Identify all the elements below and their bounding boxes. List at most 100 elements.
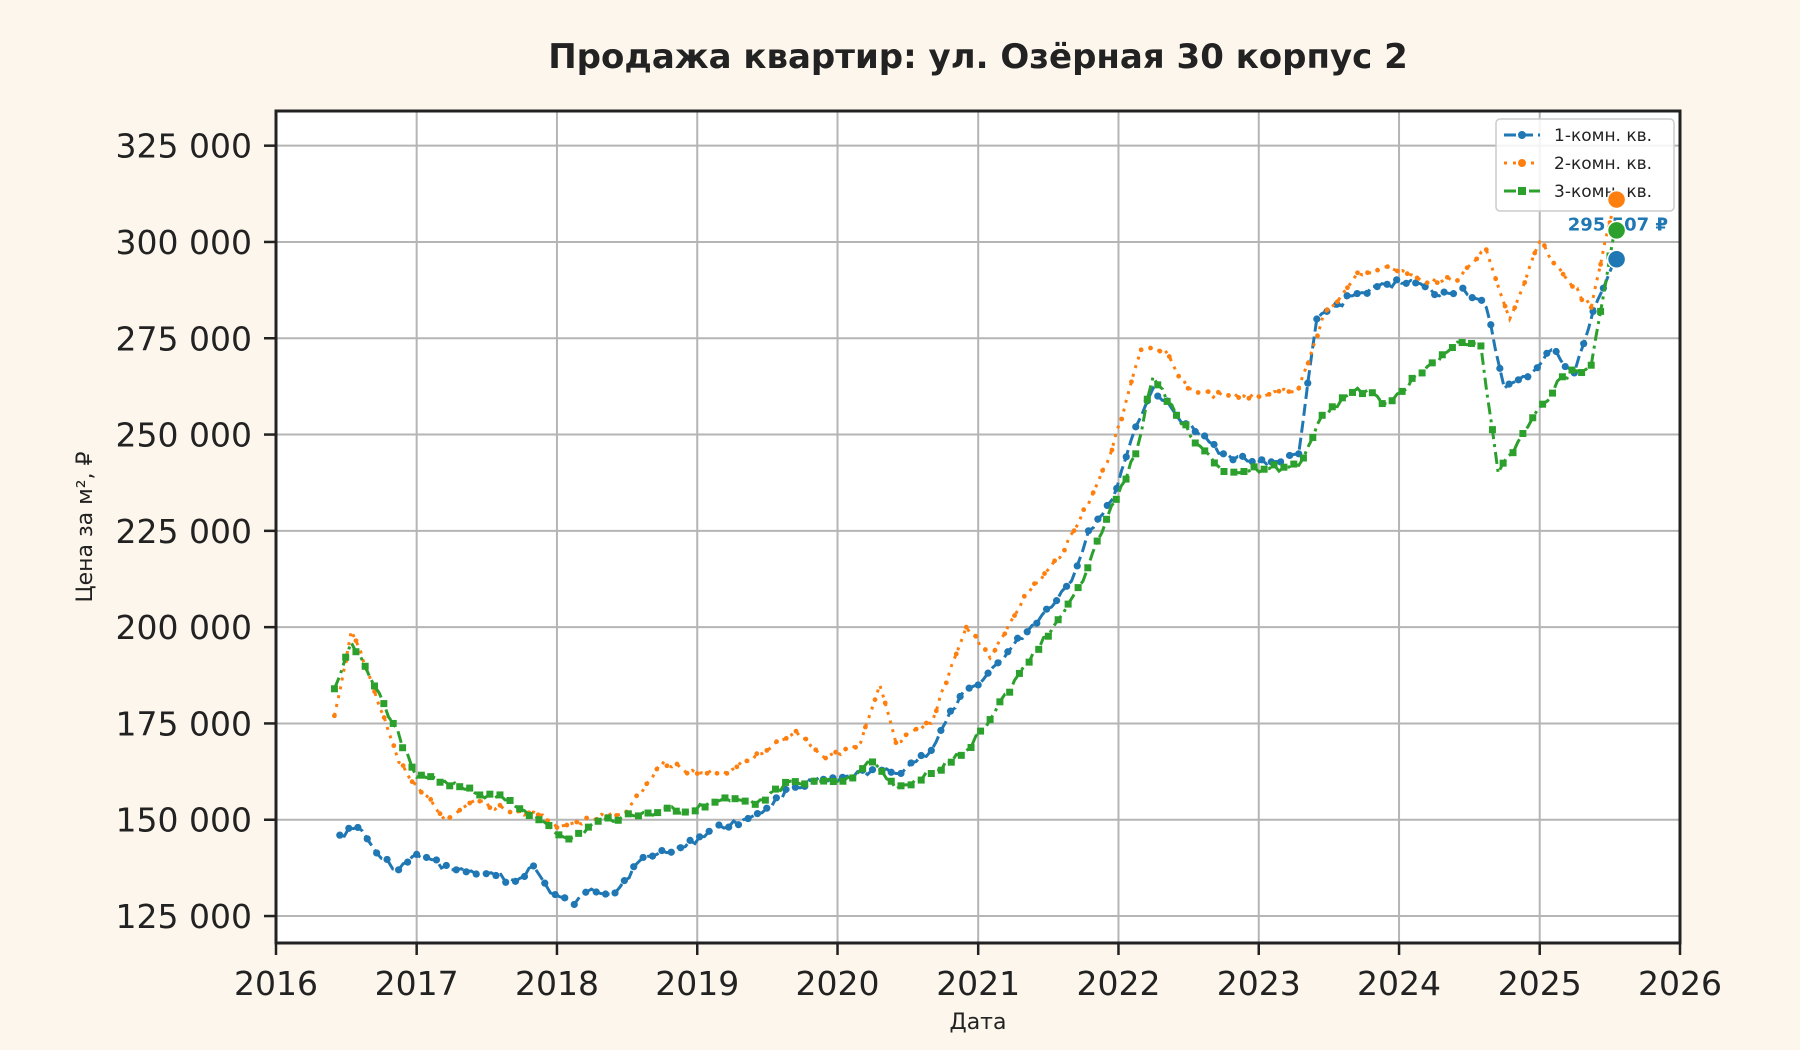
series-marker	[1488, 426, 1496, 434]
series-marker	[1313, 315, 1321, 323]
series-marker	[1363, 289, 1371, 297]
series-marker	[486, 790, 494, 798]
series-marker	[1173, 411, 1181, 419]
series-marker	[1084, 564, 1092, 572]
series-marker	[1348, 388, 1356, 396]
series-marker	[1524, 373, 1532, 381]
series-marker	[1191, 427, 1199, 436]
series-marker	[436, 778, 444, 786]
series-marker	[734, 764, 740, 770]
series-marker	[764, 748, 770, 753]
series-marker	[897, 769, 905, 778]
series-marker	[639, 853, 647, 862]
series-marker	[506, 796, 514, 804]
series-marker	[1201, 447, 1209, 455]
series-marker	[1286, 451, 1294, 460]
series-marker	[466, 784, 474, 792]
series-marker	[674, 761, 680, 767]
series-marker	[984, 669, 992, 677]
series-marker	[1074, 584, 1082, 592]
series-marker	[1580, 340, 1588, 348]
series-marker	[667, 848, 675, 856]
series-marker	[1418, 369, 1426, 377]
endpoint-markers: 295 507 ₽	[1568, 189, 1668, 270]
series-marker	[1021, 593, 1027, 599]
x-axis-label: Дата	[950, 1010, 1007, 1035]
series-marker	[529, 862, 538, 870]
series-marker	[1383, 280, 1391, 288]
series-marker	[751, 800, 759, 808]
series-marker	[761, 796, 769, 804]
legend-marker	[1518, 131, 1526, 139]
series-marker	[803, 736, 809, 742]
series-marker	[1539, 400, 1547, 408]
series-marker	[507, 809, 513, 815]
series-marker	[1148, 345, 1153, 351]
series-marker	[1052, 597, 1061, 605]
series-marker	[1266, 391, 1272, 397]
series-marker	[868, 766, 877, 774]
series-marker	[721, 794, 729, 802]
series-marker	[496, 791, 504, 799]
series-marker	[477, 798, 483, 804]
series-marker	[1220, 468, 1228, 476]
series-marker	[624, 810, 632, 818]
y-axis-label: Цена за м², ₽	[73, 451, 98, 602]
series-marker	[535, 816, 543, 824]
x-tick-label: 2022	[1076, 964, 1160, 1003]
series-marker	[754, 751, 760, 757]
series-marker	[487, 805, 493, 811]
series-marker	[492, 871, 500, 880]
series-marker	[1062, 547, 1067, 553]
series-marker	[1154, 381, 1162, 389]
legend-marker	[1518, 187, 1526, 195]
series-layer	[330, 199, 1619, 909]
series-marker	[1541, 243, 1547, 248]
y-tick-label: 325 000	[116, 127, 252, 166]
series-marker	[336, 831, 344, 839]
series-marker	[977, 727, 985, 735]
series-marker	[1448, 344, 1456, 352]
series-marker	[1455, 278, 1460, 283]
x-tick-label: 2016	[234, 964, 318, 1003]
series-marker	[1487, 321, 1495, 329]
series-marker	[1558, 373, 1566, 381]
series-marker	[1431, 290, 1439, 299]
series-marker	[953, 651, 959, 657]
series-marker	[744, 814, 752, 823]
series-marker	[614, 816, 622, 824]
series-marker	[1318, 411, 1326, 419]
series-marker	[584, 823, 592, 831]
series-marker	[353, 638, 359, 644]
series-marker	[882, 700, 888, 706]
series-marker	[1428, 359, 1436, 367]
series-marker	[1493, 276, 1499, 282]
series-marker	[1185, 385, 1191, 391]
series-marker	[1424, 280, 1430, 286]
series-marker	[771, 785, 779, 793]
series-marker	[1368, 389, 1376, 397]
series-marker	[1240, 467, 1248, 475]
series-marker	[681, 808, 689, 816]
series-marker	[584, 815, 590, 821]
y-tick-label: 300 000	[116, 223, 252, 262]
series-marker	[611, 889, 619, 897]
series-marker	[774, 739, 779, 745]
series-marker	[1560, 271, 1566, 277]
series-marker	[1519, 430, 1527, 438]
x-tick-label: 2018	[515, 964, 599, 1003]
series-marker	[996, 698, 1004, 706]
series-marker	[1163, 397, 1171, 405]
series-marker	[711, 798, 719, 806]
series-marker	[551, 890, 559, 899]
series-marker	[1210, 440, 1218, 449]
series-marker	[1502, 303, 1508, 309]
series-marker	[462, 868, 470, 876]
series-marker	[1324, 307, 1330, 313]
series-marker	[853, 744, 858, 750]
series-marker	[1103, 515, 1111, 523]
legend-box	[1495, 118, 1675, 212]
series-marker	[352, 648, 360, 656]
series-marker	[1084, 527, 1093, 535]
series-marker	[672, 807, 680, 815]
